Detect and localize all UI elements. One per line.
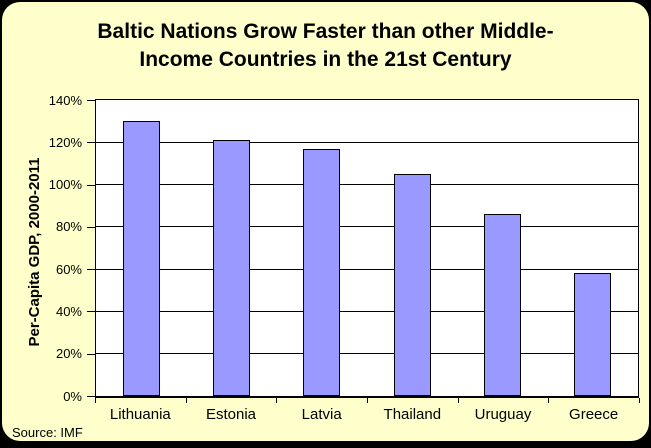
x-axis-tick — [276, 398, 278, 403]
bar — [484, 214, 521, 396]
y-axis-tick — [87, 184, 95, 186]
bar — [213, 140, 250, 396]
bar — [574, 273, 612, 396]
x-axis-tick — [548, 398, 550, 403]
source-note: Source: IMF — [12, 425, 83, 440]
chart-title-line-2: Income Countries in the 21st Century — [139, 48, 512, 71]
x-axis-tick — [185, 398, 187, 403]
y-axis-title: Per-Capita GDP, 2000-2011 — [26, 157, 43, 347]
gridline — [96, 184, 638, 186]
gridline — [96, 353, 638, 355]
y-tick-label: 60% — [55, 261, 82, 277]
y-axis-tick — [87, 311, 95, 313]
category-label: Estonia — [205, 406, 257, 423]
chart-title-line-1: Baltic Nations Grow Faster than other Mi… — [97, 20, 554, 43]
gridline — [96, 310, 638, 312]
y-tick-label: 40% — [55, 303, 82, 319]
y-axis-tick — [87, 142, 95, 144]
y-axis-tick — [87, 100, 95, 101]
plot-area — [95, 99, 639, 398]
bar — [393, 174, 431, 396]
y-tick-label: 80% — [55, 219, 82, 235]
category-label: Thailand — [383, 406, 442, 423]
y-axis-tick — [87, 226, 95, 228]
y-tick-label: 100% — [48, 177, 82, 193]
x-axis-tick — [367, 398, 368, 403]
gridline — [96, 268, 638, 270]
bar — [122, 121, 160, 396]
chart-title: Baltic Nations Grow Faster than other Mi… — [2, 18, 649, 74]
x-axis-tick — [457, 398, 459, 403]
bar — [303, 149, 341, 396]
y-axis-tick — [87, 396, 95, 397]
x-axis-tick — [639, 398, 640, 403]
gridline — [96, 226, 638, 228]
y-tick-label: 0% — [63, 388, 82, 404]
category-label: Greece — [569, 406, 619, 423]
y-tick-label: 20% — [55, 346, 82, 362]
category-label: Latvia — [301, 406, 342, 423]
x-axis-tick — [95, 398, 96, 403]
y-axis-tick — [87, 269, 95, 271]
chart-card: Baltic Nations Grow Faster than other Mi… — [2, 2, 649, 441]
y-axis-tick — [87, 353, 95, 355]
gridline — [96, 141, 638, 143]
y-tick-label: 120% — [48, 134, 82, 150]
category-label: Uruguay — [474, 406, 532, 423]
category-label: Lithuania — [109, 406, 171, 423]
y-tick-label: 140% — [48, 92, 82, 108]
